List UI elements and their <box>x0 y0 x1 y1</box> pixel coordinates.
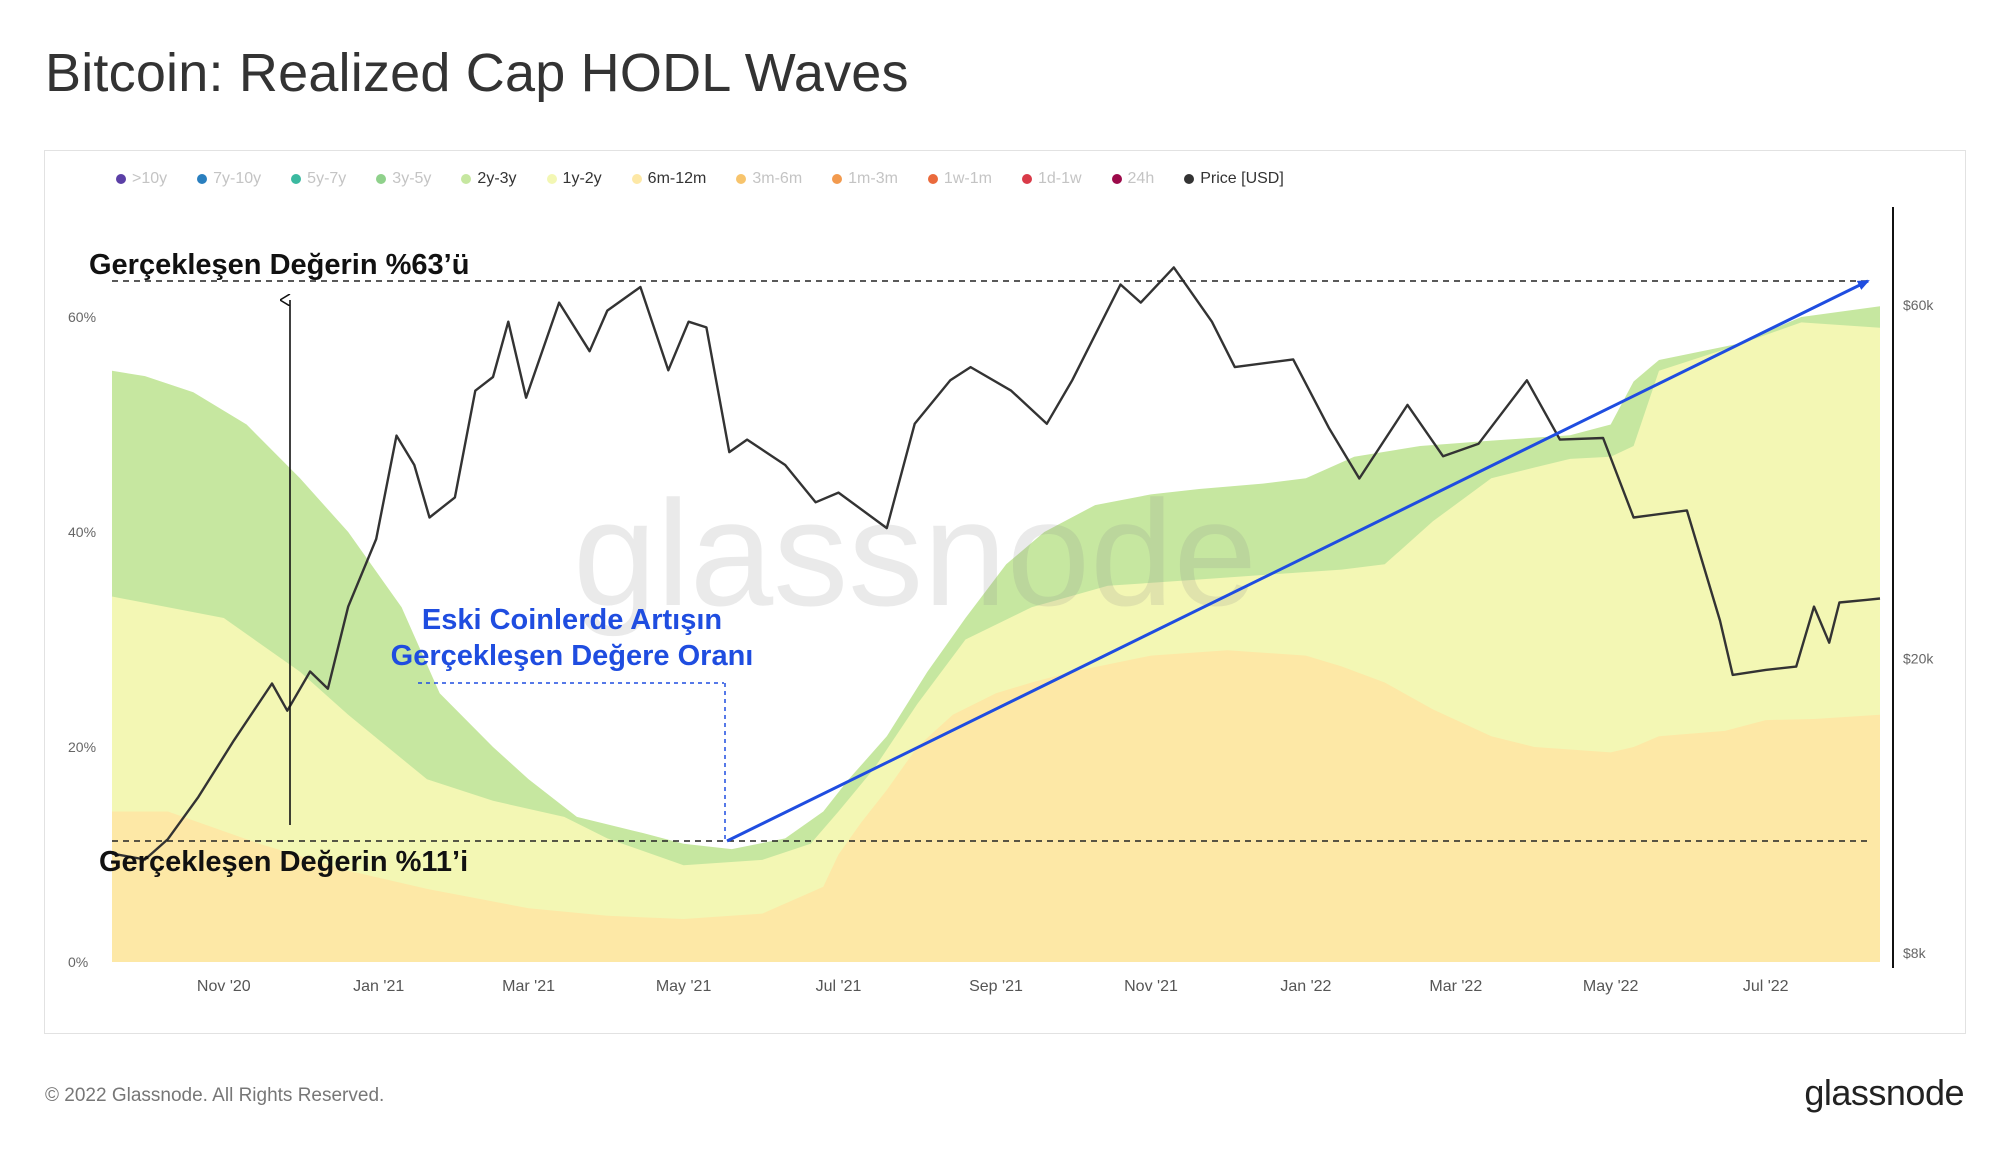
footer-logo: glassnode <box>1804 1072 1964 1113</box>
x-tick-label: Jul '22 <box>1743 978 1789 995</box>
x-tick-label: Sep '21 <box>969 978 1023 995</box>
top-level-label: Gerçekleşen Değerin %63’ü <box>89 249 469 281</box>
x-tick-label: Jul '21 <box>816 978 862 995</box>
legend-dot-icon <box>736 174 747 184</box>
legend-label: >10y <box>132 170 168 187</box>
legend-label: 3m-6m <box>752 170 803 187</box>
legend-item[interactable]: >10y <box>116 170 167 188</box>
blue-trend-arrow <box>726 279 1870 843</box>
x-tick-label: May '21 <box>656 978 712 995</box>
legend-label: 7y-10y <box>213 170 262 187</box>
legend-item[interactable]: 24h <box>1111 170 1155 188</box>
growth-label-line1: Eski Coinlerde Artışın <box>422 604 722 636</box>
legend-item[interactable]: Price [USD] <box>1184 170 1284 188</box>
y-right-tick-label: $60k <box>1903 297 1934 313</box>
legend-label: 2y-3y <box>477 170 517 187</box>
y-left-tick-label: 20% <box>68 739 96 755</box>
legend-dot-icon <box>546 174 557 184</box>
x-tick-label: Mar '21 <box>502 978 555 995</box>
legend-dot-icon <box>832 174 843 184</box>
legend-dot-icon <box>376 174 387 184</box>
legend-item[interactable]: 1y-2y <box>546 170 602 188</box>
legend-item[interactable]: 2y-3y <box>461 170 517 188</box>
legend-item[interactable]: 1d-1w <box>1021 170 1082 188</box>
legend-label: Price [USD] <box>1200 170 1284 187</box>
axes-group: Nov '20 Jan '21 Mar '21 May '21 Jul '21 Sep '… <box>68 207 1934 995</box>
legend-item[interactable]: 5y-7y <box>291 170 346 188</box>
legend-dot-icon <box>927 174 938 184</box>
price-line <box>111 266 1881 861</box>
legend-item[interactable]: 1m-3m <box>832 170 898 188</box>
legend-dot-icon <box>197 174 208 184</box>
x-tick-label: Nov '20 <box>197 978 251 995</box>
x-tick-label: Nov '21 <box>1124 978 1178 995</box>
legend-label: 1w-1m <box>943 170 992 187</box>
chart-title: Bitcoin: Realized Cap HODL Waves <box>45 43 909 103</box>
legend-label: 1y-2y <box>562 170 602 187</box>
legend-item[interactable]: 7y-10y <box>197 170 261 188</box>
legend-label: 5y-7y <box>307 170 347 187</box>
legend-item[interactable]: 1w-1m <box>927 170 992 188</box>
legend-dot-icon <box>461 174 472 184</box>
price-series-group <box>111 266 1881 861</box>
y-left-tick-label: 40% <box>68 524 96 540</box>
y-left-tick-label: 60% <box>68 309 96 325</box>
y-right-tick-label: $20k <box>1903 650 1934 666</box>
growth-label-line2: Gerçekleşen Değere Oranı <box>391 640 754 672</box>
legend-item[interactable]: 3m-6m <box>736 170 802 188</box>
y-right-tick-label: $8k <box>1903 945 1927 961</box>
legend-label: 1d-1w <box>1037 170 1082 187</box>
watermark: glassnode <box>573 469 1257 637</box>
area-series-group <box>112 306 1880 962</box>
legend-label: 24h <box>1127 170 1155 187</box>
legend-dot-icon <box>631 174 642 184</box>
legend-dot-icon <box>291 174 302 184</box>
footer-copyright: © 2022 Glassnode. All Rights Reserved. <box>45 1085 385 1106</box>
x-tick-label: Jan '21 <box>353 978 404 995</box>
chart-legend: >10y 7y-10y 5y-7y 3y-5y 2y-3y 1y-2y 6m-12m 3m-6… <box>116 168 1314 190</box>
legend-item[interactable]: 3y-5y <box>376 170 431 188</box>
legend-label: 6m-12m <box>647 170 707 187</box>
legend-dot-icon <box>1111 174 1122 184</box>
annotations-group: Gerçekleşen Değerin %63’ü Gerçekleşen De… <box>89 249 1870 878</box>
x-tick-label: May '22 <box>1583 978 1639 995</box>
x-tick-label: Mar '22 <box>1429 978 1482 995</box>
legend-dot-icon <box>1184 174 1195 184</box>
legend-label: 1m-3m <box>848 170 898 187</box>
area-6m-12m <box>112 650 1880 962</box>
x-tick-label: Jan '22 <box>1280 978 1331 995</box>
legend-item[interactable]: 6m-12m <box>631 170 707 188</box>
legend-dot-icon <box>116 174 126 184</box>
legend-label: 3y-5y <box>392 170 432 187</box>
legend-dot-icon <box>1021 174 1032 184</box>
y-left-tick-label: 0% <box>68 954 88 970</box>
bottom-level-label: Gerçekleşen Değerin %11’i <box>99 846 468 878</box>
